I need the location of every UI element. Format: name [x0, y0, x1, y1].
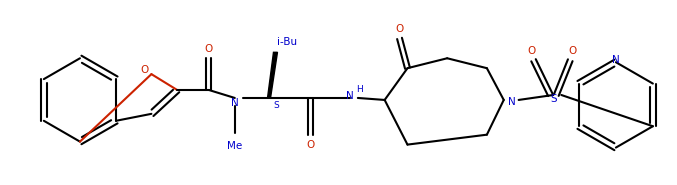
- Text: O: O: [140, 65, 148, 75]
- Text: H: H: [357, 85, 364, 94]
- Text: O: O: [527, 46, 536, 56]
- Text: N: N: [612, 55, 619, 65]
- Text: S: S: [274, 101, 280, 110]
- Polygon shape: [267, 52, 278, 98]
- Text: N: N: [346, 91, 354, 101]
- Text: Me: Me: [227, 141, 242, 151]
- Text: N: N: [231, 98, 239, 108]
- Text: O: O: [568, 46, 576, 56]
- Text: O: O: [205, 44, 213, 54]
- Text: N: N: [508, 97, 516, 107]
- Text: O: O: [395, 24, 403, 34]
- Text: S: S: [550, 94, 556, 104]
- Text: i-Bu: i-Bu: [278, 37, 297, 47]
- Text: O: O: [306, 140, 314, 150]
